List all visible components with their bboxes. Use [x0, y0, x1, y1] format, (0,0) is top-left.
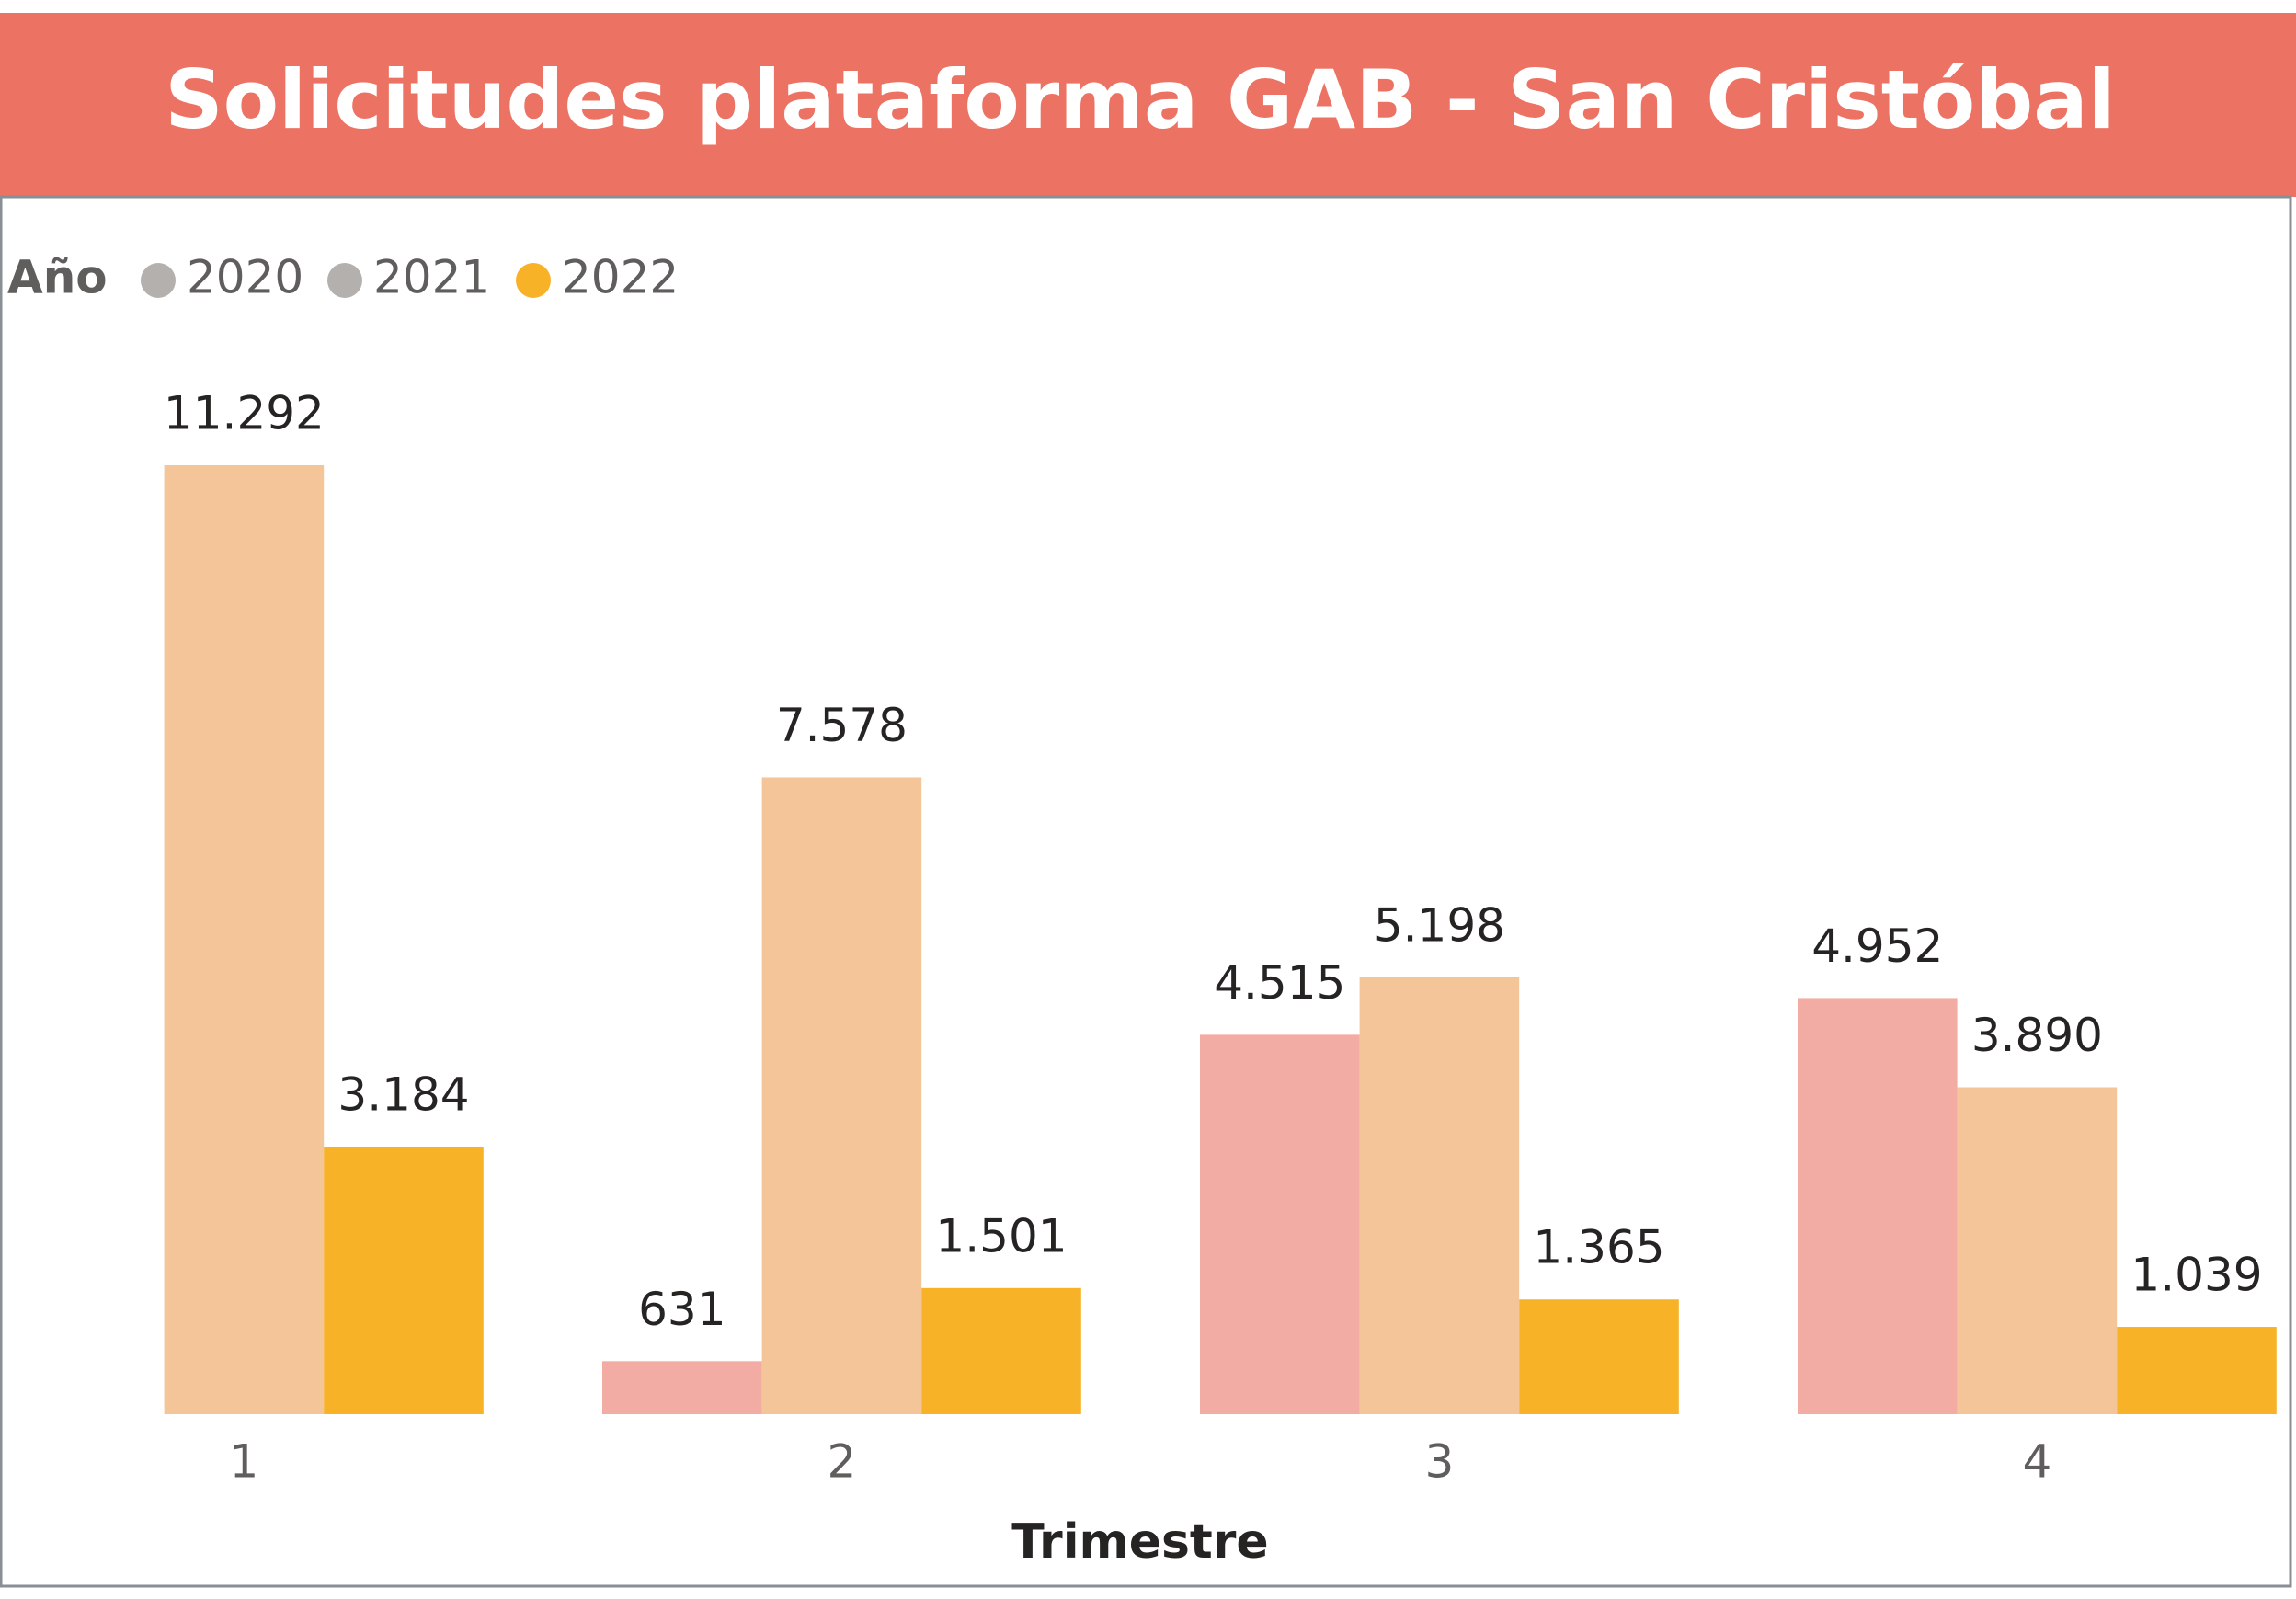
data-label: 5.198	[1374, 898, 1505, 952]
data-label: 7.578	[776, 699, 908, 752]
bar	[761, 777, 922, 1414]
x-tick-label: 1	[229, 1435, 258, 1489]
header-band	[0, 13, 2296, 197]
data-label: 631	[638, 1283, 725, 1336]
bar	[1957, 1087, 2118, 1414]
x-tick-label: 2	[827, 1435, 856, 1489]
bar	[324, 1147, 484, 1414]
data-label: 4.515	[1214, 956, 1345, 1010]
x-tick-label: 3	[1424, 1435, 1454, 1489]
bar	[1200, 1034, 1360, 1414]
bar	[921, 1287, 1081, 1414]
x-tick-label: 4	[2022, 1435, 2051, 1489]
bar	[602, 1361, 762, 1414]
legend-title: Año	[7, 251, 108, 304]
chart-title: Solicitudes plataforma GAB - San Cristób…	[165, 52, 2116, 147]
legend-marker	[516, 263, 551, 298]
bar	[1519, 1299, 1679, 1414]
data-label: 1.501	[935, 1209, 1067, 1262]
legend-marker	[141, 263, 176, 298]
data-label: 1.365	[1533, 1221, 1664, 1274]
bar	[1359, 977, 1520, 1414]
legend-label: 2022	[562, 251, 679, 304]
data-label: 1.039	[2130, 1249, 2262, 1302]
bar	[164, 465, 325, 1414]
bar	[1798, 998, 1958, 1414]
panel-border	[0, 195, 2292, 1588]
x-axis-title: Trimestre	[1011, 1514, 1268, 1570]
data-label: 4.952	[1811, 919, 1943, 973]
data-label: 11.292	[164, 387, 325, 440]
legend-label: 2021	[373, 251, 490, 304]
data-label: 3.890	[1971, 1009, 2103, 1062]
data-label: 3.184	[337, 1068, 469, 1122]
legend-marker	[327, 263, 362, 298]
bar	[2117, 1327, 2277, 1414]
legend-label: 2020	[187, 251, 303, 304]
